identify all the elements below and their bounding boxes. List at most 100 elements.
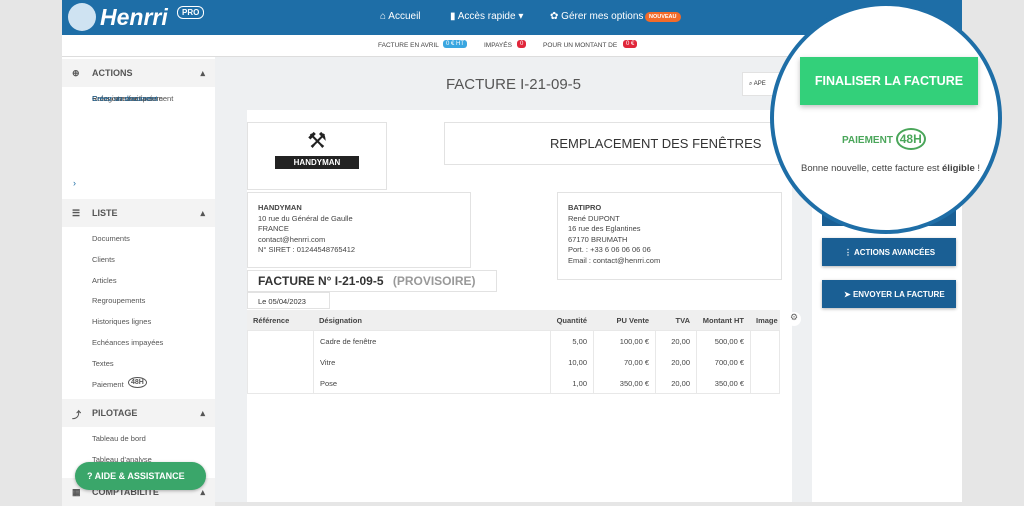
table-cell: Cadre de fenêtre bbox=[313, 330, 550, 351]
stat-label: IMPAYÉS bbox=[484, 42, 512, 49]
table-cell: Vitre bbox=[313, 351, 550, 372]
collapse-arrow: ▴ bbox=[200, 408, 205, 418]
table-cell: 5,00 bbox=[550, 330, 593, 351]
section-title: ACTIONS bbox=[92, 68, 133, 78]
table-cell bbox=[247, 372, 313, 393]
nav-link[interactable]: ✿ Gérer mes options bbox=[550, 11, 644, 22]
sender: HANDYMAN 10 rue du Général de Gaulle FRANC… bbox=[247, 192, 471, 268]
menu-item[interactable]: Echéances impayées bbox=[92, 338, 164, 347]
table-cell: 700,00 € bbox=[696, 351, 750, 372]
address-line: BATIPRO bbox=[568, 203, 602, 212]
sidebar bbox=[62, 57, 215, 502]
menu-item[interactable]: Historiques lignes bbox=[92, 317, 152, 327]
advanced-button[interactable]: ⋮ ACTIONS AVANCÉES bbox=[822, 238, 956, 266]
menu-item[interactable]: Regroupements bbox=[92, 296, 146, 306]
magnifier: FINALISER LA FACTURE PAIEMENT 48H Bonne … bbox=[770, 2, 1002, 234]
section-title: COMPTABILITÉ bbox=[92, 487, 159, 497]
doc-title: REMPLACEMENT DES FENÊTRES bbox=[444, 122, 792, 165]
menu-item[interactable]: Créez une facture bbox=[92, 94, 152, 103]
stat-label: POUR UN MONTANT DE bbox=[543, 42, 618, 49]
eligibility-message: Bonne nouvelle, cette facture est éligib… bbox=[801, 161, 981, 177]
table-header-cell: TVA bbox=[675, 316, 690, 325]
table-header-cell: Image bbox=[756, 316, 778, 325]
payment-label: PAIEMENT 48H bbox=[842, 128, 926, 150]
send-button[interactable]: ➤ ENVOYER LA FACTURE bbox=[822, 280, 956, 308]
menu-item[interactable]: Paiement bbox=[92, 379, 124, 389]
table-cell bbox=[247, 330, 313, 351]
table-cell: 350,00 € bbox=[696, 372, 750, 393]
address-line: Email : contact@henrri.com bbox=[568, 255, 661, 265]
table-cell: 20,00 bbox=[655, 330, 696, 351]
badge-48h: 48H bbox=[128, 376, 147, 388]
logo[interactable]: Henrri bbox=[100, 4, 168, 30]
stat-badge: 0 € bbox=[623, 40, 638, 48]
invoice-number: FACTURE N° I-21-09-5 bbox=[258, 274, 384, 288]
advanced-text: ACTIONS AVANCÉES bbox=[853, 248, 936, 257]
collapse-arrow: ▴ bbox=[200, 68, 205, 78]
menu-item[interactable]: Enregistrez un paiement bbox=[92, 94, 174, 103]
active-arrow: › bbox=[73, 178, 76, 188]
message-end: ! bbox=[974, 163, 981, 174]
invoice-number-box: FACTURE N° I-21-09-5 (PROVISOIRE) bbox=[247, 270, 497, 292]
section-header[interactable]: ⊕ ACTIONS ▴ bbox=[62, 59, 215, 87]
table-cell: 20,00 bbox=[655, 372, 696, 393]
nav-link[interactable]: ⌂ Accueil bbox=[380, 11, 421, 22]
help-button[interactable]: ? AIDE & ASSISTANCE bbox=[75, 462, 206, 490]
menu-item[interactable]: Tableau d'analyse bbox=[92, 454, 152, 464]
help-text: AIDE & ASSISTANCE bbox=[94, 471, 185, 481]
collapse-arrow: ▴ bbox=[200, 208, 205, 218]
section-header[interactable]: ☰ LISTE ▴ bbox=[62, 199, 215, 227]
message-strong: éligible bbox=[942, 163, 975, 174]
menu-item[interactable]: Relancez une facture bbox=[92, 94, 163, 103]
address-line: contact@henrri.com bbox=[258, 234, 326, 244]
invoice-date: Le 05/04/2023 bbox=[247, 292, 330, 309]
menu-item[interactable]: Créez un devis bbox=[92, 94, 143, 103]
menu-item[interactable]: Articles bbox=[92, 275, 117, 285]
section-header[interactable]: ⤴ PILOTAGE ▴ bbox=[62, 399, 215, 427]
nav-text: Accès rapide bbox=[457, 11, 516, 22]
table-cell: 100,00 € bbox=[593, 330, 655, 351]
settings-icon[interactable]: ⚙ bbox=[787, 312, 801, 326]
address-line: 10 rue du Général de Gaulle bbox=[258, 213, 353, 223]
section-icon: ☰ bbox=[72, 208, 81, 218]
menu-item[interactable]: Créez un document bbox=[92, 94, 158, 103]
plan-badge: PRO bbox=[177, 6, 205, 19]
nav-link[interactable]: ▮ Accès rapide ▾ bbox=[450, 11, 524, 22]
handyman-logo: HANDYMAN bbox=[275, 156, 359, 169]
menu-item[interactable]: Tableau de bord bbox=[92, 434, 146, 443]
robot-logo bbox=[68, 3, 96, 31]
table-cell: 1,00 bbox=[550, 372, 593, 393]
section-icon: ⊕ bbox=[72, 68, 80, 78]
address-line: 67170 BRUMATH bbox=[568, 234, 628, 244]
menu-item[interactable]: Documents bbox=[92, 234, 130, 243]
invoice-status: (PROVISOIRE) bbox=[392, 274, 476, 288]
address-line: N° SIRET : 01244548765412 bbox=[258, 245, 356, 254]
finalize-button[interactable]: FINALISER LA FACTURE bbox=[800, 57, 978, 105]
section-title: PILOTAGE bbox=[92, 408, 138, 418]
menu-item[interactable]: Clients bbox=[92, 254, 115, 264]
table-header bbox=[247, 310, 780, 330]
menu-item[interactable]: Textes bbox=[92, 358, 114, 368]
stat-label: FACTURE EN AVRIL bbox=[378, 42, 439, 49]
table-cell: 20,00 bbox=[655, 351, 696, 372]
address-line: 16 rue des Eglantines bbox=[568, 224, 641, 233]
address-line: FRANCE bbox=[258, 224, 289, 233]
table-cell: 500,00 € bbox=[696, 330, 750, 351]
send-text: ENVOYER LA FACTURE bbox=[852, 290, 945, 299]
table-cell bbox=[750, 351, 780, 372]
address-line: René DUPONT bbox=[568, 213, 620, 223]
nav-text: Accueil bbox=[388, 11, 421, 22]
address-line: HANDYMAN bbox=[258, 203, 302, 212]
page-title: FACTURE I-21-09-5 bbox=[445, 76, 582, 93]
table-header-cell: Montant HT bbox=[702, 316, 744, 325]
table-header-cell: Quantité bbox=[556, 316, 587, 325]
table-cell: 10,00 bbox=[550, 351, 593, 372]
table-cell bbox=[750, 372, 780, 393]
payment-badge: 48H bbox=[895, 128, 926, 150]
table-header-cell: Référence bbox=[253, 316, 290, 325]
table-header-cell: Désignation bbox=[319, 316, 362, 325]
stat-badge: 0 bbox=[517, 40, 527, 48]
tools-icon: ⚒ bbox=[307, 128, 327, 153]
message: Bonne nouvelle, cette facture est bbox=[801, 163, 940, 174]
